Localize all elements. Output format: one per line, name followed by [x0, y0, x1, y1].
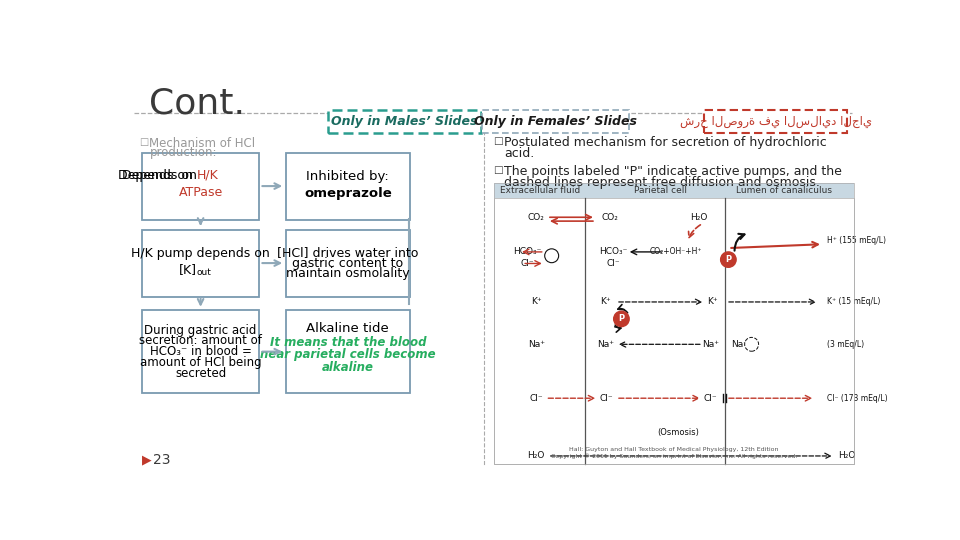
Text: maintain osmolality: maintain osmolality	[286, 267, 410, 280]
Text: HCO₃⁻: HCO₃⁻	[513, 247, 541, 256]
Text: Hall: Guyton and Hall Textbook of Medical Physiology, 12th Edition
Copyright © 2: Hall: Guyton and Hall Textbook of Medica…	[550, 448, 797, 459]
Text: □: □	[493, 165, 503, 175]
Text: □: □	[139, 137, 149, 147]
Circle shape	[745, 338, 758, 351]
Text: HCO₃⁻: HCO₃⁻	[599, 247, 628, 256]
Text: Cl⁻: Cl⁻	[599, 394, 612, 403]
Text: Na⁺: Na⁺	[528, 340, 544, 349]
Text: Only in Males’ Slides: Only in Males’ Slides	[331, 115, 478, 129]
Text: Na⁺: Na⁺	[702, 340, 719, 349]
FancyBboxPatch shape	[286, 310, 410, 393]
Text: CO₂+OH⁻+H⁺: CO₂+OH⁻+H⁺	[649, 247, 702, 256]
Circle shape	[544, 249, 559, 262]
Circle shape	[721, 252, 736, 267]
Text: H₂O: H₂O	[838, 451, 855, 461]
FancyBboxPatch shape	[142, 230, 259, 296]
Text: Lumen of canaliculus: Lumen of canaliculus	[736, 186, 832, 195]
FancyBboxPatch shape	[286, 153, 410, 220]
Text: Mechanism of HCl: Mechanism of HCl	[150, 137, 255, 150]
Text: Cl⁻ (173 mEq/L): Cl⁻ (173 mEq/L)	[827, 394, 887, 403]
Text: secreted: secreted	[175, 367, 227, 380]
Text: H/K: H/K	[197, 169, 219, 182]
FancyBboxPatch shape	[482, 110, 629, 133]
Text: H/K pump depends on: H/K pump depends on	[132, 247, 270, 260]
Text: Cl⁻: Cl⁻	[704, 394, 717, 403]
Text: It means that the blood: It means that the blood	[270, 336, 426, 349]
Text: [K]: [K]	[179, 263, 197, 276]
Text: P: P	[618, 314, 625, 323]
Text: acid.: acid.	[504, 147, 535, 160]
Text: K⁺: K⁺	[601, 298, 612, 307]
Text: H₂O: H₂O	[527, 451, 545, 461]
Text: omeprazole: omeprazole	[304, 187, 392, 200]
Text: شرح الصورة في السلايد الجاي: شرح الصورة في السلايد الجاي	[680, 115, 872, 129]
Text: 23: 23	[153, 453, 170, 467]
Text: K⁺: K⁺	[531, 298, 541, 307]
Text: H₂O: H₂O	[690, 213, 708, 222]
Text: Cont.: Cont.	[150, 86, 246, 120]
Text: CO₂: CO₂	[601, 213, 618, 222]
FancyBboxPatch shape	[142, 153, 259, 220]
Text: Cl⁻: Cl⁻	[529, 394, 543, 403]
Text: Parietal cell: Parietal cell	[634, 186, 686, 195]
Text: dashed lines represent free diffusion and osmosis.: dashed lines represent free diffusion an…	[504, 176, 820, 188]
Text: □: □	[493, 137, 503, 146]
Text: ATPase: ATPase	[179, 186, 223, 199]
Text: alkaline: alkaline	[322, 361, 373, 374]
FancyBboxPatch shape	[705, 110, 847, 133]
Text: out: out	[197, 268, 211, 277]
Text: (Osmosis): (Osmosis)	[657, 428, 699, 437]
Text: K⁺: K⁺	[708, 298, 718, 307]
Text: Postulated mechanism for secretion of hydrochloric: Postulated mechanism for secretion of hy…	[504, 137, 828, 150]
Text: secretion: amount of: secretion: amount of	[139, 334, 262, 347]
Text: Extracellular fluid: Extracellular fluid	[500, 186, 580, 195]
Text: CO₂: CO₂	[528, 213, 544, 222]
FancyBboxPatch shape	[493, 198, 854, 464]
Text: Na⁺: Na⁺	[597, 340, 614, 349]
Text: Only in Females’ Slides: Only in Females’ Slides	[474, 115, 637, 129]
Text: amount of HCl being: amount of HCl being	[140, 356, 261, 369]
FancyBboxPatch shape	[328, 110, 481, 133]
Text: The points labeled "P" indicate active pumps, and the: The points labeled "P" indicate active p…	[504, 165, 842, 178]
Text: Alkaline tide: Alkaline tide	[306, 322, 389, 335]
Text: During gastric acid: During gastric acid	[144, 323, 256, 336]
Text: [HCl] drives water into: [HCl] drives water into	[277, 246, 419, 259]
Text: ▶: ▶	[142, 454, 152, 467]
Text: production:: production:	[150, 146, 217, 159]
Text: Na⁺: Na⁺	[732, 340, 749, 349]
FancyBboxPatch shape	[493, 183, 854, 198]
Text: H⁺ (155 mEq/L): H⁺ (155 mEq/L)	[827, 236, 886, 245]
FancyBboxPatch shape	[286, 230, 410, 296]
Text: Depends on: Depends on	[118, 169, 197, 182]
FancyBboxPatch shape	[142, 310, 259, 393]
Text: Depends on: Depends on	[122, 169, 201, 182]
Text: K⁺ (15 mEq/L): K⁺ (15 mEq/L)	[827, 298, 880, 307]
Text: Cl⁻: Cl⁻	[607, 259, 620, 268]
Text: gastric content to: gastric content to	[292, 256, 403, 269]
Text: Cl⁻: Cl⁻	[520, 259, 534, 268]
Text: (3 mEq/L): (3 mEq/L)	[827, 340, 864, 349]
Text: near parietal cells become: near parietal cells become	[260, 348, 436, 361]
Text: HCO₃⁻ in blood =: HCO₃⁻ in blood =	[150, 345, 252, 358]
Text: Inhibited by:: Inhibited by:	[306, 170, 389, 184]
Circle shape	[613, 311, 629, 327]
Text: P: P	[726, 255, 732, 264]
